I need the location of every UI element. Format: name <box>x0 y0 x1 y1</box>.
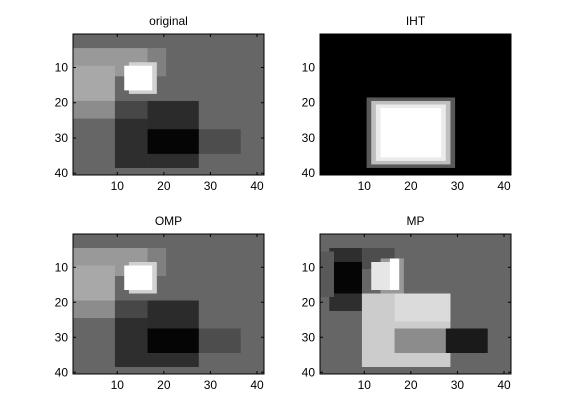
x-tick-label: 10 <box>111 179 125 193</box>
y-tick-label: 10 <box>55 260 69 274</box>
axes-box <box>72 33 265 176</box>
image-block <box>73 65 115 101</box>
y-tick-label: 40 <box>302 365 316 379</box>
axes-box <box>319 33 512 176</box>
image-block <box>73 100 115 119</box>
image-block <box>147 129 199 154</box>
x-tick-label: 20 <box>157 179 171 193</box>
image-area <box>73 34 264 175</box>
y-tick-label: 30 <box>55 131 69 145</box>
y-tick-label: 40 <box>302 166 316 180</box>
x-tick-label: 30 <box>451 378 465 392</box>
panel-title: original <box>149 14 188 28</box>
y-tick-label: 10 <box>302 260 316 274</box>
x-tick-label: 30 <box>451 179 465 193</box>
y-tick-label: 20 <box>55 96 69 110</box>
image-block <box>114 300 148 318</box>
y-tick-label: 20 <box>55 295 69 309</box>
image-block <box>147 328 199 353</box>
panel-title: IHT <box>406 14 426 28</box>
y-tick-label: 30 <box>55 330 69 344</box>
image-block <box>124 65 153 91</box>
axes-box <box>72 233 265 375</box>
image-block <box>198 129 241 154</box>
axes-box <box>319 233 512 375</box>
image-block <box>114 100 148 119</box>
x-tick-label: 40 <box>497 179 511 193</box>
y-tick-label: 10 <box>302 60 316 74</box>
x-tick-label: 40 <box>497 378 511 392</box>
panel-original: 10 20 30 40 10 20 30 40 original <box>55 14 265 193</box>
panel-title: MP <box>407 214 425 228</box>
y-tick-label: 30 <box>302 131 316 145</box>
x-tick-label: 10 <box>358 179 372 193</box>
image-area <box>73 234 264 374</box>
image-block <box>320 251 334 297</box>
image-block <box>73 265 115 301</box>
image-block <box>380 108 442 158</box>
panel-title: OMP <box>155 214 182 228</box>
x-tick-label: 30 <box>204 378 218 392</box>
x-tick-label: 10 <box>358 378 372 392</box>
y-tick-label: 20 <box>302 295 316 309</box>
image-block <box>394 293 451 322</box>
x-tick-label: 40 <box>250 378 264 392</box>
panel-mp: 10 20 30 40 10 20 30 40 MP <box>302 214 512 392</box>
panel-iht: 10 20 30 40 10 20 30 40 IHT <box>302 14 512 193</box>
y-tick-label: 10 <box>55 60 69 74</box>
y-tick-label: 40 <box>55 166 69 180</box>
image-block <box>394 328 446 353</box>
x-tick-label: 20 <box>404 378 418 392</box>
image-block <box>445 328 488 353</box>
y-tick-label: 20 <box>302 96 316 110</box>
y-tick-label: 40 <box>55 365 69 379</box>
image-area <box>320 34 511 175</box>
image-block <box>114 118 148 168</box>
x-tick-label: 20 <box>404 179 418 193</box>
x-tick-label: 40 <box>250 179 264 193</box>
image-block <box>124 265 153 290</box>
image-block <box>73 300 115 318</box>
image-block <box>371 262 395 290</box>
image-block <box>114 318 148 367</box>
x-tick-label: 20 <box>157 378 171 392</box>
y-tick-label: 30 <box>302 330 316 344</box>
panel-omp: 10 20 30 40 10 20 30 40 OMP <box>55 214 265 392</box>
image-block <box>333 262 362 294</box>
x-tick-label: 10 <box>111 378 125 392</box>
x-tick-label: 30 <box>204 179 218 193</box>
image-block <box>389 258 400 290</box>
image-area <box>320 234 511 374</box>
image-block <box>198 328 241 353</box>
